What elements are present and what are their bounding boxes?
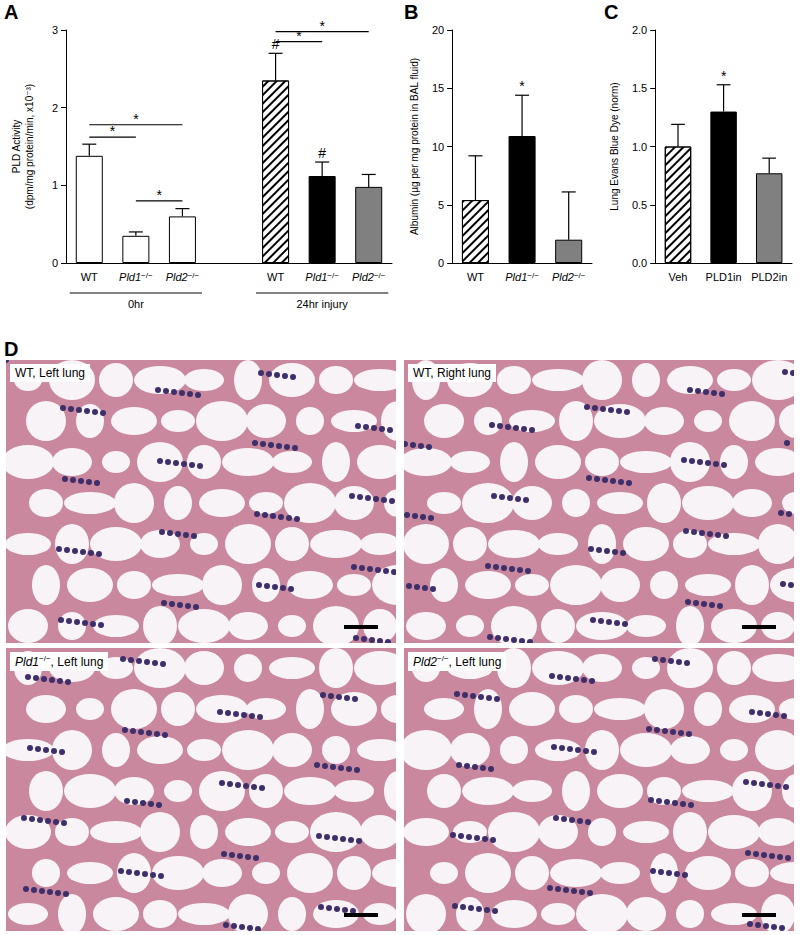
html-text:Pld2−/−, Left lung: Pld2−/−, Left lung — [413, 654, 502, 669]
svg-text:WT: WT — [267, 271, 284, 283]
svg-text:Lung Evans Blue Dye (norm): Lung Evans Blue Dye (norm) — [609, 82, 620, 210]
svg-text:PLD Activity: PLD Activity — [11, 120, 22, 173]
svg-text:*: * — [133, 111, 139, 127]
svg-text:0.0: 0.0 — [632, 257, 647, 269]
svg-text:*: * — [156, 187, 162, 203]
svg-text:#: # — [318, 145, 326, 161]
svg-text:0: 0 — [438, 257, 444, 269]
svg-text:Pld2: Pld2 — [352, 271, 374, 283]
svg-text:Pld1: Pld1 — [305, 271, 327, 283]
html-text:Pld1−/−, Left lung: Pld1−/−, Left lung — [15, 654, 104, 669]
svg-text:24hr injury: 24hr injury — [296, 298, 348, 310]
svg-text:A: A — [4, 1, 18, 23]
svg-text:WT: WT — [467, 271, 484, 283]
svg-text:15: 15 — [432, 82, 444, 94]
html-text:D: D — [4, 338, 19, 360]
svg-text:1.5: 1.5 — [632, 82, 647, 94]
svg-text:Veh: Veh — [669, 271, 688, 283]
svg-text:−/−: −/− — [527, 271, 539, 280]
svg-text:0.5: 0.5 — [632, 199, 647, 211]
svg-text:*: * — [110, 123, 116, 139]
svg-text:Pld2: Pld2 — [552, 271, 574, 283]
svg-text:PLD1in: PLD1in — [706, 271, 742, 283]
svg-text:#: # — [272, 36, 280, 52]
svg-text:5: 5 — [438, 199, 444, 211]
svg-text:Pld1: Pld1 — [119, 271, 141, 283]
svg-text:PLD2in: PLD2in — [751, 271, 787, 283]
svg-text:WT: WT — [81, 271, 98, 283]
svg-text:*: * — [721, 68, 727, 84]
svg-text:Pld2: Pld2 — [166, 271, 188, 283]
svg-text:1.0: 1.0 — [632, 141, 647, 153]
svg-text:0hr: 0hr — [128, 298, 144, 310]
svg-text:1: 1 — [52, 179, 58, 191]
svg-text:C: C — [604, 1, 618, 23]
svg-text:2.0: 2.0 — [632, 24, 647, 36]
svg-text:0: 0 — [52, 257, 58, 269]
svg-text:Albumin (µg per mg protein in: Albumin (µg per mg protein in BAL fluid) — [409, 58, 420, 235]
svg-text:−/−: −/− — [188, 271, 200, 280]
svg-text:10: 10 — [432, 141, 444, 153]
svg-text:−/−: −/− — [574, 271, 586, 280]
svg-text:*: * — [319, 18, 325, 34]
svg-text:Pld1: Pld1 — [505, 271, 527, 283]
svg-text:−/−: −/− — [141, 271, 153, 280]
html-text:WT, Right lung: WT, Right lung — [413, 366, 491, 380]
svg-text:3: 3 — [52, 24, 58, 36]
svg-text:−/−: −/− — [327, 271, 339, 280]
svg-text:*: * — [296, 28, 302, 44]
svg-text:2: 2 — [52, 102, 58, 114]
svg-text:*: * — [519, 78, 525, 94]
svg-text:(dpm/mg protein/min, x10⁻³): (dpm/mg protein/min, x10⁻³) — [24, 84, 35, 209]
svg-text:B: B — [404, 1, 418, 23]
svg-text:20: 20 — [432, 24, 444, 36]
svg-text:−/−: −/− — [374, 271, 386, 280]
html-text:WT, Left lung: WT, Left lung — [15, 366, 85, 380]
